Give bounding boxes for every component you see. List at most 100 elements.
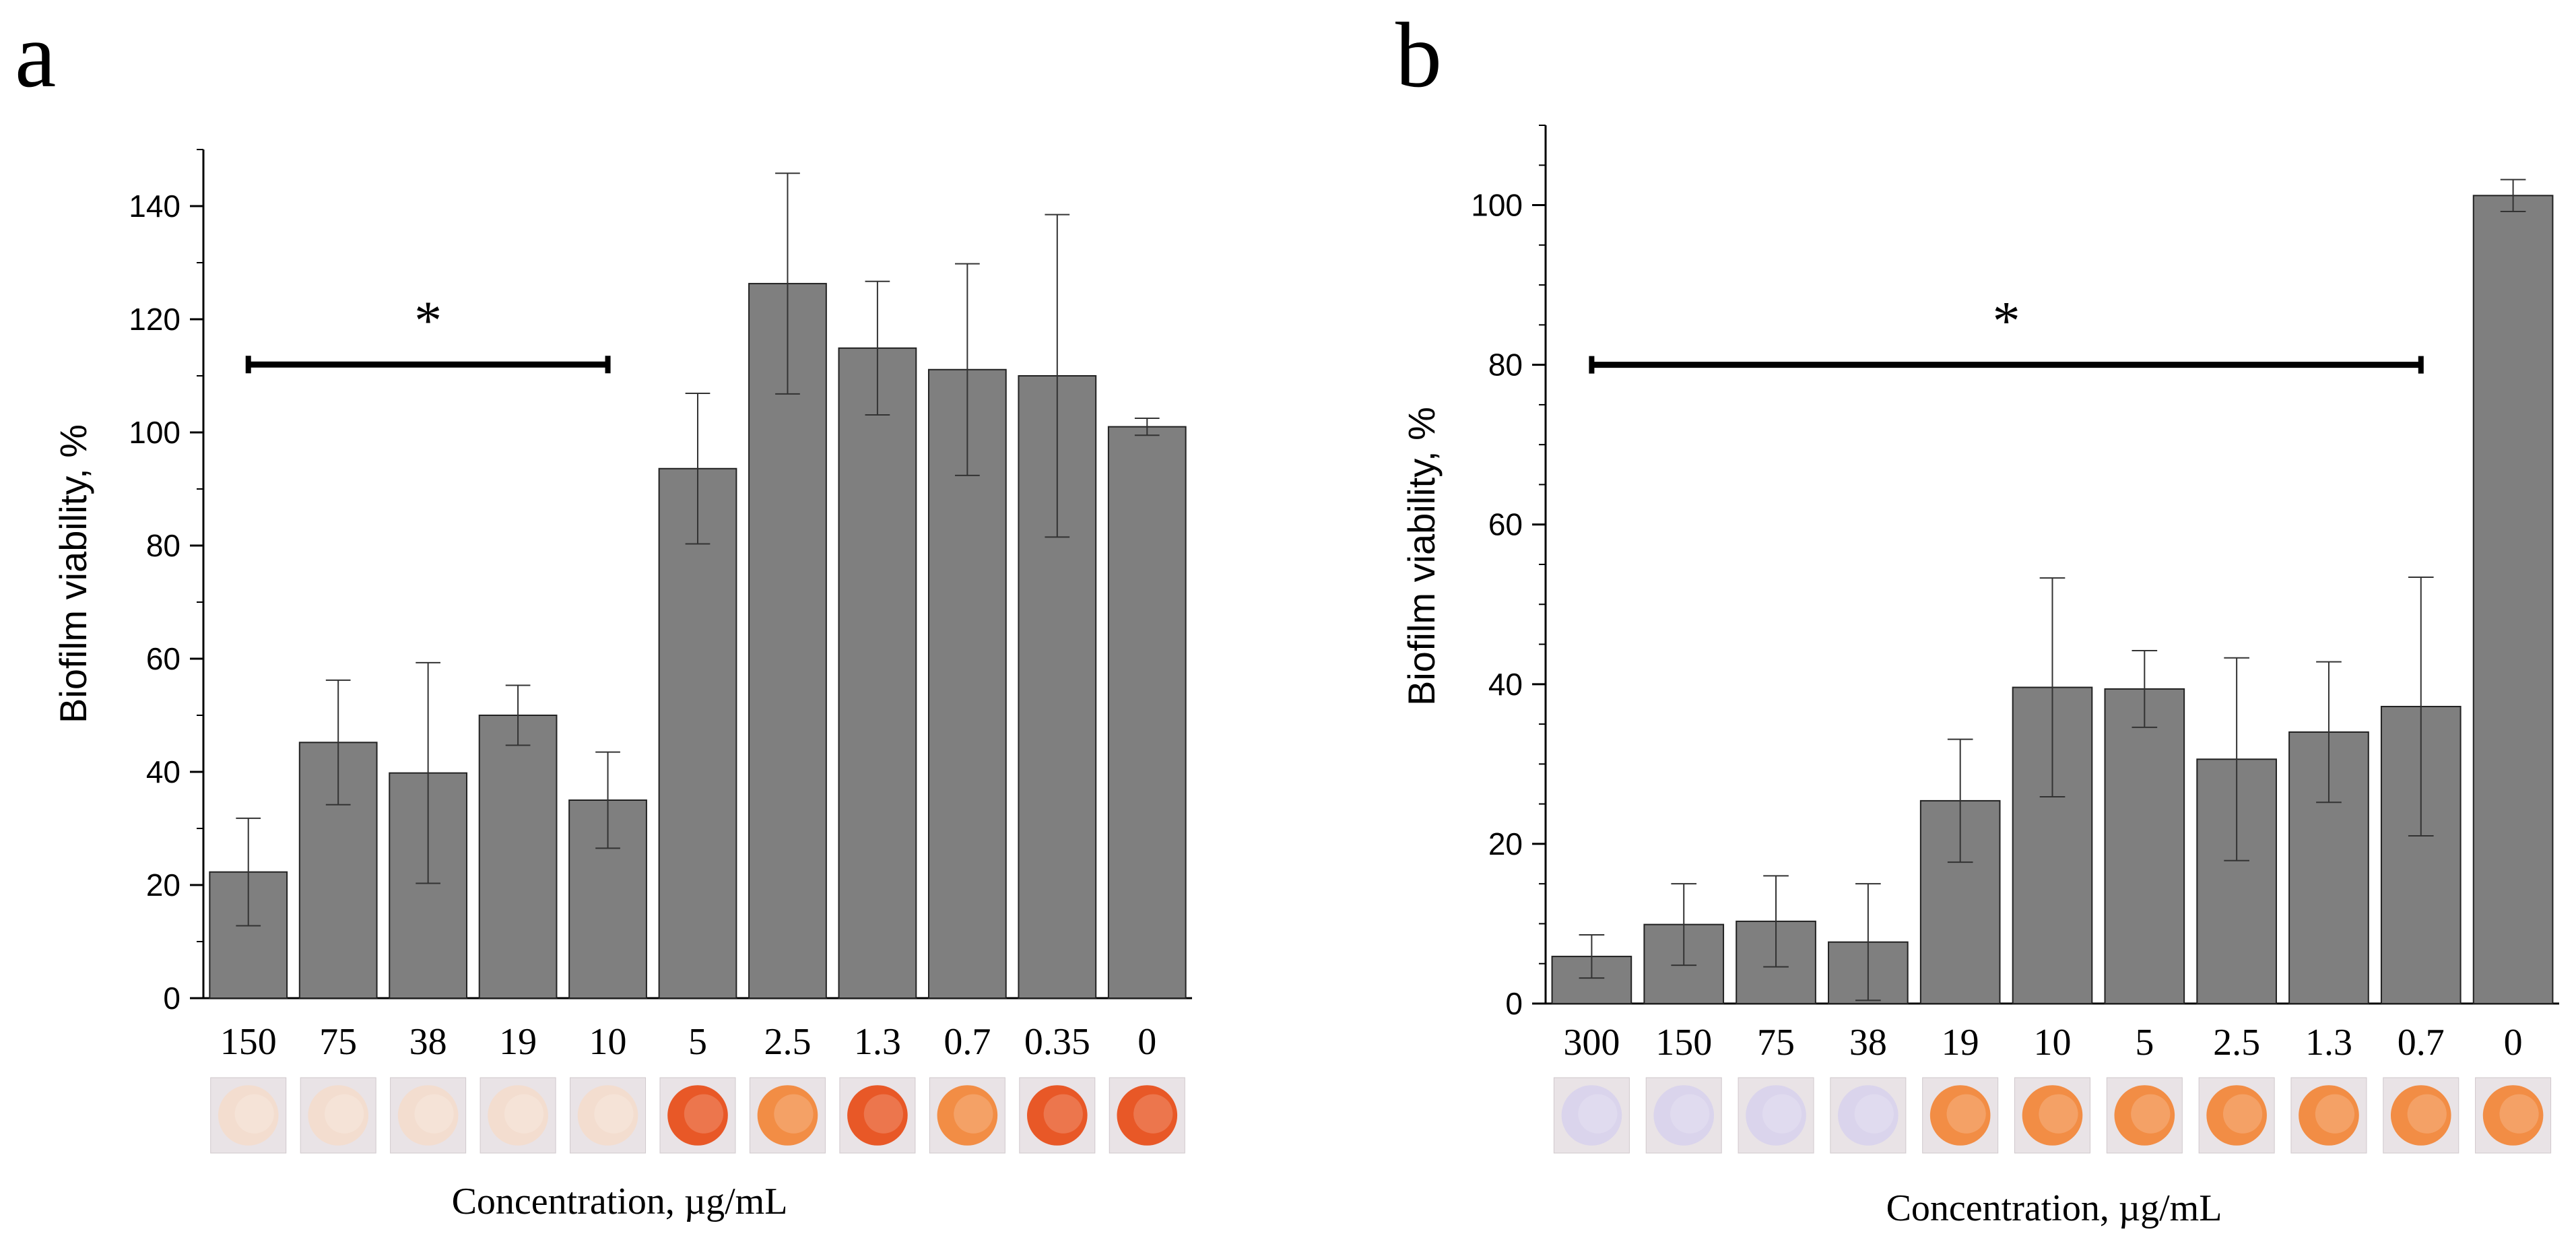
error-bar-75 [325,679,351,806]
category-label: 1.3 [854,1021,901,1063]
category-label: 0.7 [2398,1022,2445,1063]
well-liquid [218,1085,279,1146]
category-label: 0 [2504,1022,2523,1063]
well-highlight [594,1094,634,1134]
well-highlight [1946,1094,1986,1134]
significance-asterisk: * [414,290,442,351]
y-tick-label: 100 [129,415,180,450]
well-photo-5 [659,1077,736,1154]
well-highlight [2131,1094,2171,1134]
y-tick-label: 40 [1488,667,1523,702]
well-highlight [1854,1094,1894,1134]
well-photo-5 [2106,1077,2183,1154]
well-highlight [2039,1094,2078,1134]
error-bar-38 [1855,883,1881,1002]
well-liquid [1117,1085,1178,1146]
well-photo-150 [210,1077,287,1154]
well-photo-1.3 [839,1077,916,1154]
well-liquid [1929,1085,1991,1146]
well-photo-75 [1738,1077,1814,1154]
well-liquid [1027,1085,1088,1146]
category-label: 38 [409,1021,447,1063]
significance-bracket: * [1589,290,2424,374]
well-photo-10 [2014,1077,2090,1154]
well-photo-38 [390,1077,467,1154]
category-label: 1.3 [2305,1022,2352,1063]
error-bar-300 [1579,934,1605,979]
category-label: 5 [688,1021,707,1063]
y-axis-label: Biofilm viability, % [1400,407,1443,706]
panel-label: a [15,3,56,106]
error-bar-10 [595,751,620,849]
well-liquid [1838,1085,1898,1146]
well-photo-75 [300,1077,376,1154]
well-photo-0 [1109,1077,1185,1154]
y-tick-label: 40 [146,754,180,789]
significance-bracket: * [245,290,611,374]
well-photo-19 [1922,1077,1999,1154]
y-tick-label: 80 [146,528,180,563]
well-liquid [2482,1085,2544,1146]
bar-0 [1107,426,1187,999]
panel-label: b [1395,3,1442,106]
well-highlight [2222,1094,2263,1134]
category-label: 0 [1137,1021,1156,1063]
category-label: 300 [1563,1022,1620,1063]
well-liquid [2299,1085,2359,1146]
well-photo-150 [1645,1077,1722,1154]
error-bar-2.5 [2224,657,2249,861]
well-liquid [2206,1085,2267,1146]
error-bar-0 [1134,418,1160,436]
bar-19 [478,715,558,999]
well-highlight [1133,1094,1173,1134]
bar-0 [2472,195,2554,1005]
x-axis-label: Concentration, µg/mL [1886,1187,2222,1229]
well-liquid [2022,1085,2083,1146]
y-tick-label: 0 [1505,986,1523,1021]
well-highlight [1670,1094,1710,1134]
well-liquid [488,1085,548,1146]
error-bar-75 [1763,875,1789,968]
y-axis-label: Biofilm viability, % [52,424,94,723]
well-liquid [1561,1085,1622,1146]
bar-2.5 [748,283,827,1000]
well-photo-0 [2475,1077,2552,1154]
error-bar-19 [1947,738,1973,863]
category-label: 38 [1849,1022,1887,1063]
well-liquid [2114,1085,2175,1146]
error-bar-150 [236,817,261,927]
y-tick-label: 20 [1488,826,1523,861]
y-tick-label: 80 [1488,348,1523,383]
error-bar-1.3 [865,280,890,416]
well-highlight [1578,1094,1618,1134]
error-bar-19 [505,684,531,746]
category-label: 0.7 [944,1021,991,1063]
well-photo-0.7 [929,1077,1005,1154]
well-highlight [2315,1094,2355,1134]
category-label: 150 [220,1021,277,1063]
category-label: 19 [1942,1022,1979,1063]
well-photo-0.35 [1019,1077,1096,1154]
error-bar-0.35 [1045,214,1070,538]
well-photo-19 [480,1077,556,1154]
well-liquid [937,1085,998,1146]
well-highlight [234,1094,274,1134]
well-photo-2.5 [2198,1077,2275,1154]
category-label: 10 [589,1021,627,1063]
error-bar-5 [2132,650,2158,728]
well-liquid [577,1085,638,1146]
well-highlight [2499,1094,2539,1134]
well-photo-10 [570,1077,647,1154]
well-liquid [757,1085,818,1146]
well-highlight [1762,1094,1802,1134]
well-highlight [504,1094,544,1134]
category-label: 10 [2034,1022,2072,1063]
well-highlight [863,1094,903,1134]
well-highlight [774,1094,814,1134]
category-label: 75 [1757,1022,1795,1063]
category-label: 75 [319,1021,357,1063]
well-highlight [954,1094,993,1134]
y-tick-label: 100 [1471,188,1523,223]
